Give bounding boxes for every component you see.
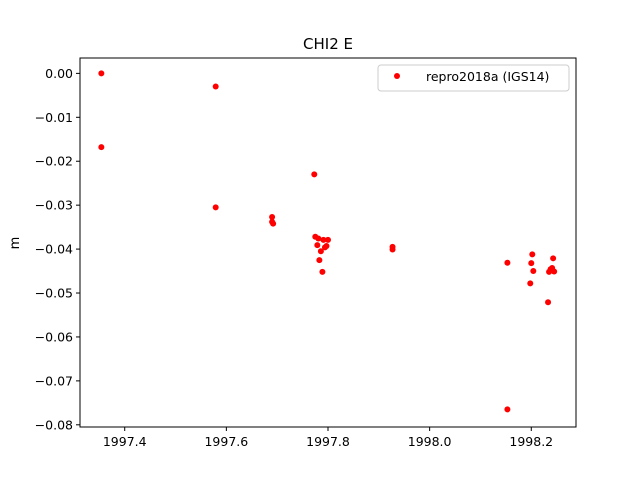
y-tick-label: −0.06: [35, 329, 73, 344]
data-point: [551, 268, 558, 275]
plot-frame: [79, 57, 577, 428]
data-point: [319, 268, 326, 275]
y-tick-label: −0.02: [35, 154, 73, 169]
data-point: [315, 235, 322, 242]
data-point: [325, 236, 331, 243]
legend: repro2018a (IGS14): [377, 64, 570, 92]
y-tick-label: −0.03: [35, 198, 73, 213]
y-axis-label: m: [8, 237, 23, 250]
data-point: [320, 236, 327, 243]
data-point: [528, 260, 535, 267]
y-tick-label: −0.01: [35, 110, 73, 125]
data-point: [212, 83, 219, 90]
data-point: [389, 246, 396, 253]
chart-title: CHI2 E: [303, 35, 353, 53]
x-axis: 1997.4 1997.6 1997.8 1998.0 1998.2: [103, 427, 553, 449]
y-tick-label: 0.00: [45, 66, 73, 81]
data-point: [545, 299, 552, 306]
y-tick-label: −0.07: [35, 373, 73, 388]
y-tick-label: −0.08: [35, 417, 73, 432]
y-tick-label: −0.05: [35, 286, 73, 301]
x-tick-label: 1998.2: [509, 434, 553, 449]
data-point: [212, 204, 219, 211]
data-point: [270, 220, 277, 227]
data-point: [98, 70, 105, 77]
data-points: [98, 70, 558, 413]
data-point: [504, 259, 511, 266]
x-tick-label: 1997.8: [306, 434, 350, 449]
data-point: [323, 243, 330, 250]
legend-box: [377, 64, 570, 92]
data-point: [530, 268, 537, 275]
data-point: [311, 171, 318, 178]
data-point: [316, 257, 323, 264]
data-point: [550, 255, 557, 262]
data-point: [504, 406, 511, 413]
legend-label: repro2018a (IGS14): [426, 69, 549, 84]
x-tick-label: 1997.4: [103, 434, 147, 449]
data-point: [527, 280, 534, 287]
x-tick-label: 1998.0: [408, 434, 452, 449]
data-point: [269, 214, 276, 221]
legend-marker: [394, 73, 400, 79]
x-tick-label: 1997.6: [204, 434, 248, 449]
y-tick-label: −0.04: [35, 242, 73, 257]
data-point: [314, 242, 321, 249]
data-point: [317, 248, 324, 255]
y-axis: 0.00 −0.01 −0.02 −0.03 −0.04 −0.05 −0.06 −0.07 −…: [35, 66, 80, 432]
data-point: [529, 251, 536, 258]
data-point: [98, 144, 105, 151]
